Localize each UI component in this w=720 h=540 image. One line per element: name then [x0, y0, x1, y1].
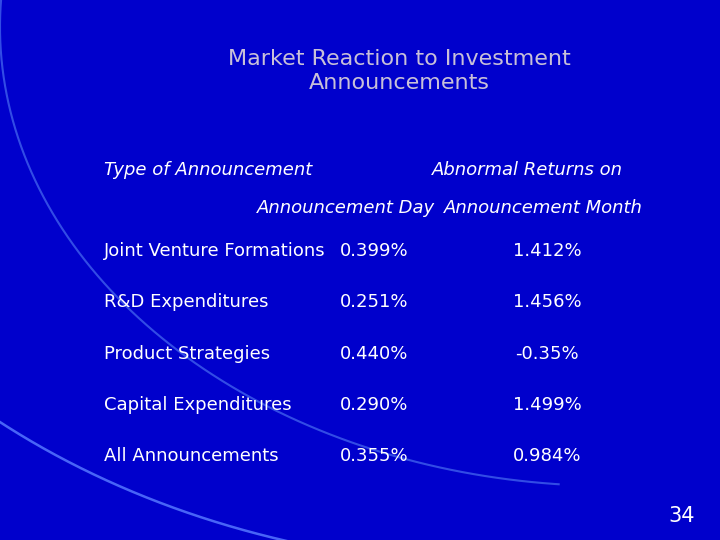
Text: 0.399%: 0.399% — [340, 242, 409, 260]
Text: Abnormal Returns on: Abnormal Returns on — [432, 161, 623, 179]
Text: 0.984%: 0.984% — [513, 447, 582, 465]
Text: Market Reaction to Investment
Announcements: Market Reaction to Investment Announceme… — [228, 49, 571, 93]
Text: 0.440%: 0.440% — [341, 345, 408, 363]
Text: 34: 34 — [668, 507, 695, 526]
Text: Announcement Month: Announcement Month — [444, 199, 643, 217]
Text: 1.499%: 1.499% — [513, 396, 582, 414]
Text: 1.456%: 1.456% — [513, 293, 582, 312]
Text: R&D Expenditures: R&D Expenditures — [104, 293, 269, 312]
Text: Type of Announcement: Type of Announcement — [104, 161, 312, 179]
Text: Capital Expenditures: Capital Expenditures — [104, 396, 292, 414]
Text: All Announcements: All Announcements — [104, 447, 279, 465]
Text: 1.412%: 1.412% — [513, 242, 582, 260]
Text: 0.355%: 0.355% — [340, 447, 409, 465]
Text: Joint Venture Formations: Joint Venture Formations — [104, 242, 326, 260]
Text: -0.35%: -0.35% — [516, 345, 579, 363]
Text: Product Strategies: Product Strategies — [104, 345, 271, 363]
Text: Announcement Day: Announcement Day — [256, 199, 435, 217]
Text: 0.251%: 0.251% — [340, 293, 409, 312]
Text: 0.290%: 0.290% — [341, 396, 408, 414]
